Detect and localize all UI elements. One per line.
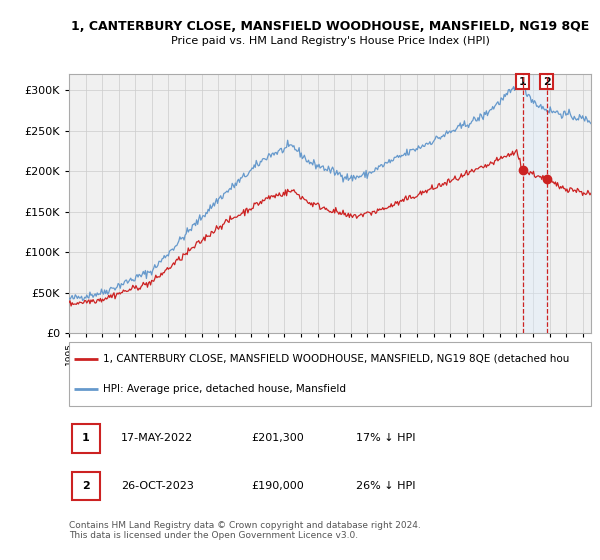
FancyBboxPatch shape xyxy=(71,424,100,452)
Text: £201,300: £201,300 xyxy=(252,433,304,444)
Bar xyxy=(523,74,547,333)
Text: £190,000: £190,000 xyxy=(252,481,304,491)
FancyBboxPatch shape xyxy=(69,342,591,406)
Text: Contains HM Land Registry data © Crown copyright and database right 2024.
This d: Contains HM Land Registry data © Crown c… xyxy=(69,521,421,540)
Text: 1: 1 xyxy=(82,433,90,444)
Text: 26-OCT-2023: 26-OCT-2023 xyxy=(121,481,194,491)
Text: 1, CANTERBURY CLOSE, MANSFIELD WOODHOUSE, MANSFIELD, NG19 8QE (detached hou: 1, CANTERBURY CLOSE, MANSFIELD WOODHOUSE… xyxy=(103,354,569,364)
Text: 2: 2 xyxy=(82,481,90,491)
Text: 17% ↓ HPI: 17% ↓ HPI xyxy=(356,433,416,444)
Text: 1, CANTERBURY CLOSE, MANSFIELD WOODHOUSE, MANSFIELD, NG19 8QE: 1, CANTERBURY CLOSE, MANSFIELD WOODHOUSE… xyxy=(71,20,589,32)
Text: HPI: Average price, detached house, Mansfield: HPI: Average price, detached house, Mans… xyxy=(103,384,346,394)
Text: Price paid vs. HM Land Registry's House Price Index (HPI): Price paid vs. HM Land Registry's House … xyxy=(170,36,490,46)
FancyBboxPatch shape xyxy=(71,472,100,500)
Text: 2: 2 xyxy=(543,77,551,86)
Text: 26% ↓ HPI: 26% ↓ HPI xyxy=(356,481,416,491)
Text: 1: 1 xyxy=(519,77,527,86)
Text: 17-MAY-2022: 17-MAY-2022 xyxy=(121,433,193,444)
